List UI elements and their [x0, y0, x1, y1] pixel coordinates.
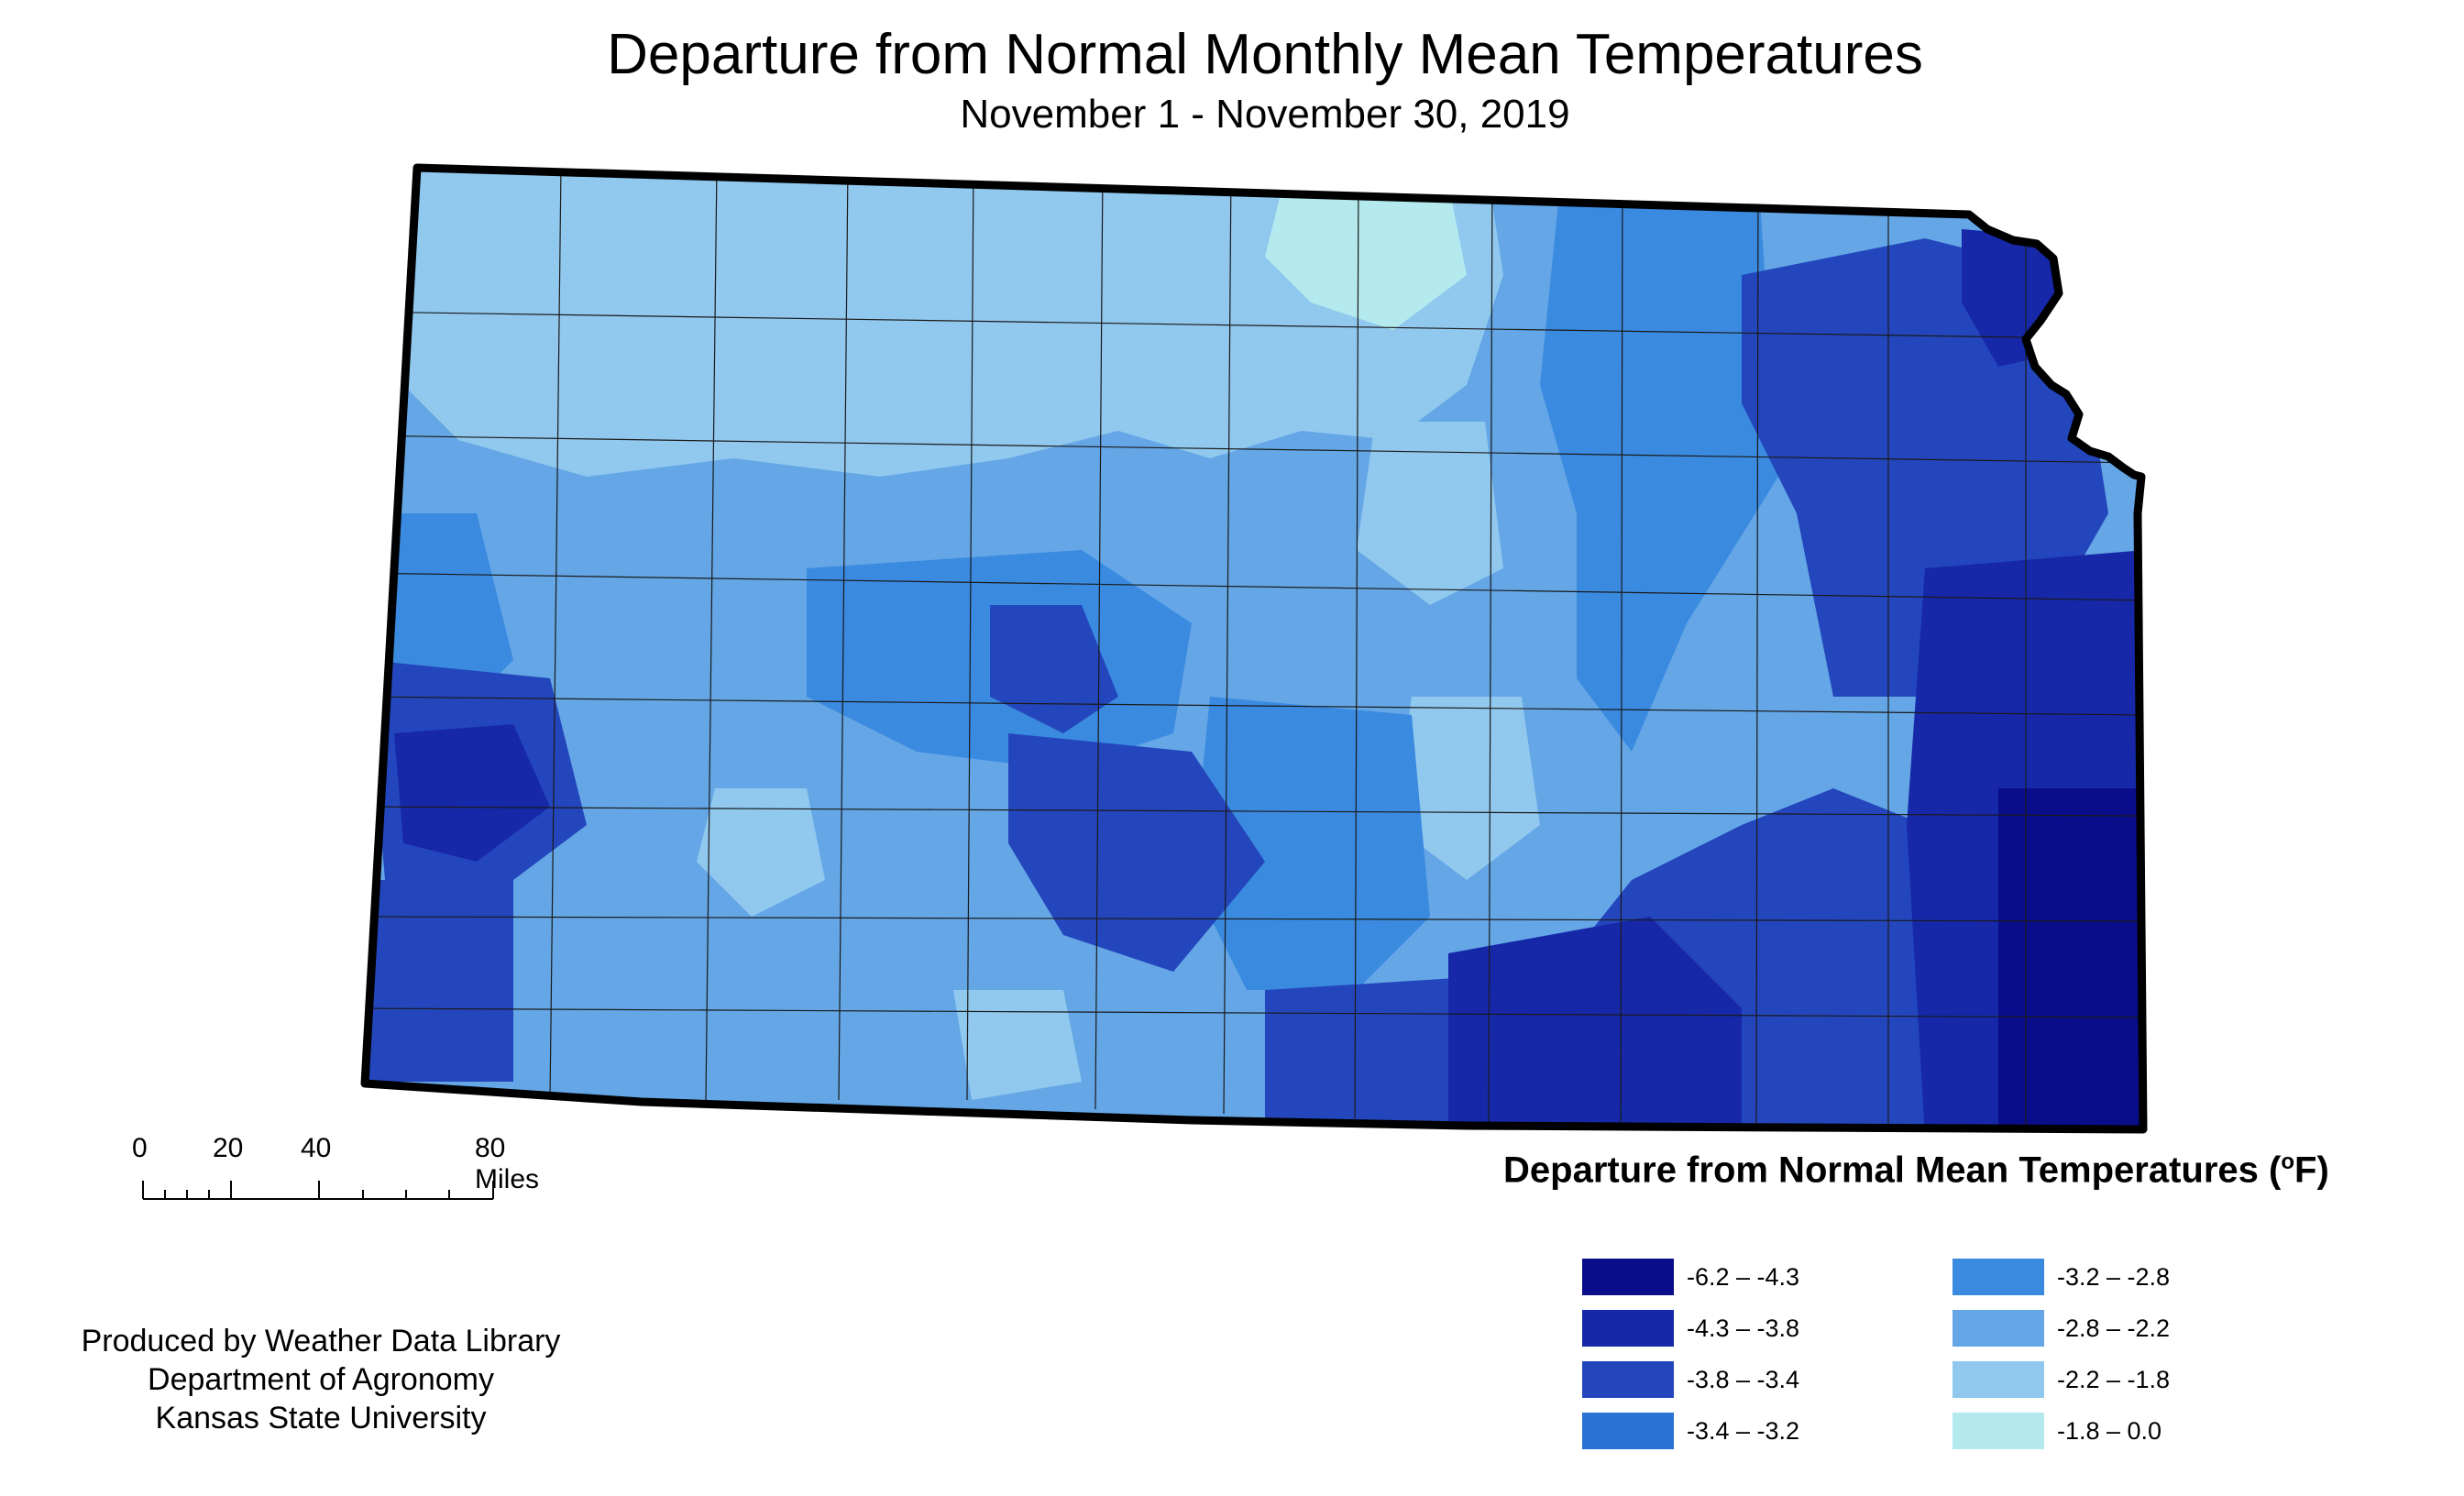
legend-label: -6.2 – -4.3 — [1687, 1262, 1800, 1291]
legend-item: -3.2 – -2.8 — [1952, 1258, 2170, 1296]
legend-item: -2.8 – -2.2 — [1952, 1309, 2170, 1348]
zone-lightest-north — [1265, 183, 1467, 330]
legend-label: -3.4 – -3.2 — [1687, 1416, 1800, 1445]
zone-light-southwest — [697, 788, 825, 917]
legend-item: -3.4 – -3.2 — [1582, 1412, 1799, 1450]
legend-swatch — [1952, 1310, 2044, 1347]
credit-line-1: Produced by Weather Data Library — [81, 1324, 561, 1358]
zone-darker-west — [394, 724, 550, 862]
zone-dark-south-central — [1008, 733, 1265, 972]
temperature-zones — [365, 168, 2143, 1129]
credit-line-3: Kansas State University — [155, 1401, 487, 1436]
zone-dark-central — [990, 605, 1118, 733]
zone-light-north — [403, 168, 1503, 477]
map-subtitle: November 1 - November 30, 2019 — [960, 92, 1570, 137]
scale-bar: 0 20 40 80 Miles — [128, 1133, 539, 1206]
zone-medium-northeast — [1540, 202, 1778, 752]
zone-dark-far-southwest — [367, 880, 513, 1082]
legend-item: -6.2 – -4.3 — [1582, 1258, 1799, 1296]
legend-title: Departure from Normal Mean Temperatures … — [1503, 1150, 2329, 1191]
county-lines — [365, 168, 2143, 1129]
legend-label: -1.8 – 0.0 — [2057, 1416, 2162, 1445]
legend-swatch — [1582, 1413, 1674, 1449]
legend-swatch — [1582, 1259, 1674, 1295]
legend-item: -1.8 – 0.0 — [1952, 1412, 2162, 1450]
zone-medium-south-central — [1192, 697, 1430, 990]
legend-label: -2.2 – -1.8 — [2057, 1365, 2171, 1393]
credits: Produced by Weather Data Library Departm… — [37, 1322, 605, 1437]
legend-swatch — [1582, 1361, 1674, 1398]
map-title: Departure from Normal Monthly Mean Tempe… — [607, 23, 1923, 86]
zone-light-south-central — [1393, 697, 1540, 880]
zone-darkest-southeast — [1998, 788, 2143, 1129]
zone-darker-south — [1448, 917, 1742, 1129]
legend-title-degree: o — [2281, 1150, 2295, 1174]
legend-title-main: Departure from Normal Mean Temperatures … — [1503, 1150, 2282, 1191]
credit-line-2: Department of Agronomy — [148, 1362, 494, 1397]
legend-label: -2.8 – -2.2 — [2057, 1314, 2171, 1342]
legend-swatch — [1952, 1361, 2044, 1398]
legend-swatch — [1952, 1413, 2044, 1449]
scale-label-0: 0 — [132, 1133, 148, 1163]
scale-bar-graphic — [142, 1181, 494, 1200]
zone-light-central — [1357, 422, 1503, 605]
legend-title-unit: F) — [2294, 1150, 2329, 1191]
legend-swatch — [1582, 1310, 1674, 1347]
scale-label-40: 40 — [301, 1133, 332, 1163]
legend-item: -4.3 – -3.8 — [1582, 1309, 1799, 1348]
legend-item: -2.2 – -1.8 — [1952, 1360, 2170, 1399]
legend-label: -4.3 – -3.8 — [1687, 1314, 1800, 1342]
scale-label-80: 80 Miles — [475, 1133, 540, 1194]
legend-item: -3.8 – -3.4 — [1582, 1360, 1799, 1399]
legend-label: -3.2 – -2.8 — [2057, 1262, 2171, 1291]
zone-light-south — [953, 990, 1082, 1100]
scale-label-20: 20 — [213, 1133, 244, 1163]
legend-label: -3.8 – -3.4 — [1687, 1365, 1800, 1393]
legend-swatch — [1952, 1259, 2044, 1295]
